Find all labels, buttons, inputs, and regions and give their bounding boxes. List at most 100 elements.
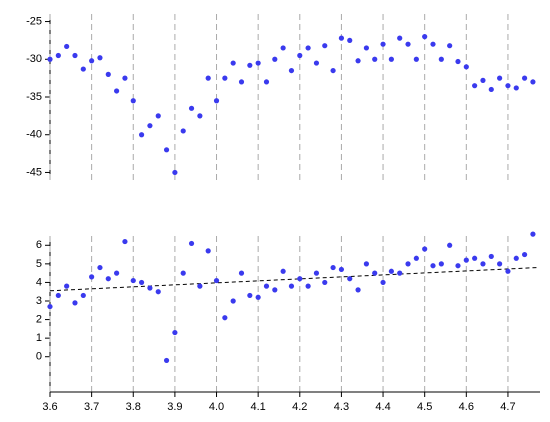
point <box>247 292 253 299</box>
point <box>330 67 336 74</box>
point <box>222 75 228 81</box>
point <box>238 79 245 85</box>
y-tick-label: 4 <box>36 276 42 288</box>
point <box>521 75 528 81</box>
point <box>263 79 270 85</box>
point <box>521 251 528 258</box>
point <box>530 231 536 237</box>
point <box>80 66 86 72</box>
point <box>405 261 411 267</box>
point <box>197 113 203 119</box>
x-tick-label: 4.3 <box>334 401 349 413</box>
point <box>230 60 236 66</box>
point <box>430 41 436 47</box>
y-tick-label: -25 <box>26 15 42 27</box>
point <box>180 128 186 134</box>
point <box>80 292 86 299</box>
point <box>255 294 261 300</box>
point <box>55 52 61 59</box>
point <box>64 283 70 289</box>
trend-line <box>49 267 538 292</box>
point <box>388 56 394 62</box>
point <box>313 60 320 66</box>
point <box>397 270 403 276</box>
point <box>405 41 411 47</box>
point <box>230 298 236 304</box>
y-tick-label: 1 <box>36 332 42 344</box>
point <box>64 43 70 50</box>
y-tick-label: -45 <box>26 166 42 178</box>
point <box>89 274 95 280</box>
point <box>263 283 270 289</box>
point <box>530 79 536 85</box>
point <box>363 45 369 51</box>
point <box>47 303 53 310</box>
x-tick-label: 3.6 <box>42 401 57 413</box>
point <box>488 86 494 93</box>
point <box>163 147 170 153</box>
point <box>447 242 453 248</box>
point <box>272 56 278 62</box>
point <box>188 105 195 111</box>
x-tick-label: 4.2 <box>292 401 307 413</box>
point <box>147 123 153 129</box>
point <box>513 85 519 91</box>
y-tick-label: 6 <box>36 239 42 251</box>
point <box>413 56 419 62</box>
point <box>238 270 245 276</box>
point <box>205 75 211 81</box>
point <box>138 132 145 138</box>
point <box>55 292 61 299</box>
point <box>180 270 186 276</box>
point <box>430 263 436 269</box>
y-tick-label: -30 <box>26 53 42 65</box>
point <box>213 277 220 284</box>
y-tick-label: 5 <box>36 258 42 270</box>
point <box>513 255 519 261</box>
point <box>305 45 311 51</box>
point <box>122 75 128 81</box>
point <box>147 285 153 291</box>
point <box>222 315 228 321</box>
x-tick-label: 4.7 <box>500 401 515 413</box>
x-tick-label: 3.7 <box>84 401 99 413</box>
point <box>47 56 53 62</box>
point <box>105 71 111 77</box>
point <box>89 58 95 64</box>
y-tick-label: 0 <box>36 351 42 363</box>
y-tick-label: -35 <box>26 91 42 103</box>
point <box>463 64 469 70</box>
point <box>105 276 111 282</box>
point <box>380 41 386 47</box>
point <box>455 58 461 65</box>
point <box>138 279 145 286</box>
point <box>497 261 503 267</box>
point <box>155 289 161 295</box>
point <box>322 279 328 286</box>
point <box>472 255 478 261</box>
point <box>480 261 486 267</box>
point <box>372 56 378 62</box>
point <box>363 261 369 267</box>
point <box>397 35 403 41</box>
point <box>122 238 128 245</box>
x-tick-label: 4.5 <box>417 401 432 413</box>
x-tick-label: 3.8 <box>126 401 141 413</box>
y-tick-label: 2 <box>36 313 42 325</box>
point <box>97 264 103 271</box>
point <box>438 56 444 62</box>
point <box>480 77 486 83</box>
point <box>172 329 178 336</box>
point <box>355 58 361 64</box>
point <box>163 357 170 364</box>
point <box>472 83 478 89</box>
point <box>297 52 303 59</box>
point <box>297 276 303 282</box>
point <box>322 43 328 49</box>
point <box>388 268 394 274</box>
point <box>172 169 178 176</box>
point <box>280 268 286 274</box>
point <box>280 45 286 51</box>
x-tick-label: 4.1 <box>251 401 266 413</box>
